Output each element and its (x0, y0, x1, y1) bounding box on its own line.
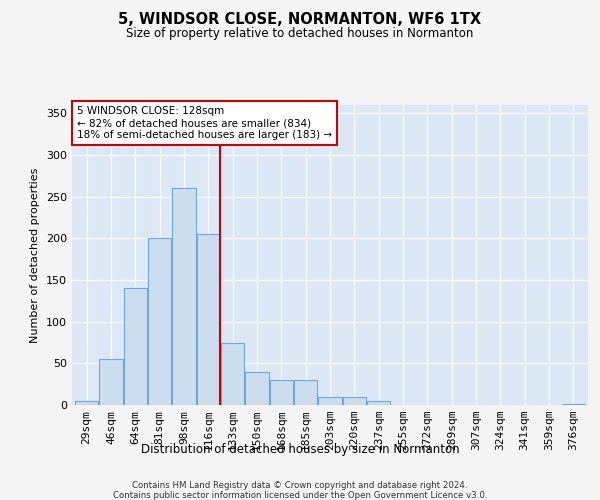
Bar (294, 380, 317, 405)
Bar (172, 188, 196, 405)
Bar (343, 396, 366, 405)
Bar (245, 372, 269, 405)
Text: Size of property relative to detached houses in Normanton: Size of property relative to detached ho… (127, 28, 473, 40)
Bar (75, 401, 98, 405)
Text: 5 WINDSOR CLOSE: 128sqm
← 82% of detached houses are smaller (834)
18% of semi-d: 5 WINDSOR CLOSE: 128sqm ← 82% of detache… (77, 106, 332, 140)
Bar (148, 238, 171, 405)
Bar (221, 342, 244, 405)
Bar (100, 359, 122, 405)
Text: Distribution of detached houses by size in Normanton: Distribution of detached houses by size … (140, 442, 460, 456)
Bar (197, 234, 220, 405)
Text: Contains HM Land Registry data © Crown copyright and database right 2024.: Contains HM Land Registry data © Crown c… (132, 481, 468, 490)
Bar (319, 396, 341, 405)
Text: Contains public sector information licensed under the Open Government Licence v3: Contains public sector information licen… (113, 491, 487, 500)
Y-axis label: Number of detached properties: Number of detached properties (31, 168, 40, 342)
Bar (562, 404, 585, 405)
Bar (367, 401, 390, 405)
Text: 5, WINDSOR CLOSE, NORMANTON, WF6 1TX: 5, WINDSOR CLOSE, NORMANTON, WF6 1TX (118, 12, 482, 28)
Bar (270, 380, 293, 405)
Bar (124, 288, 147, 405)
